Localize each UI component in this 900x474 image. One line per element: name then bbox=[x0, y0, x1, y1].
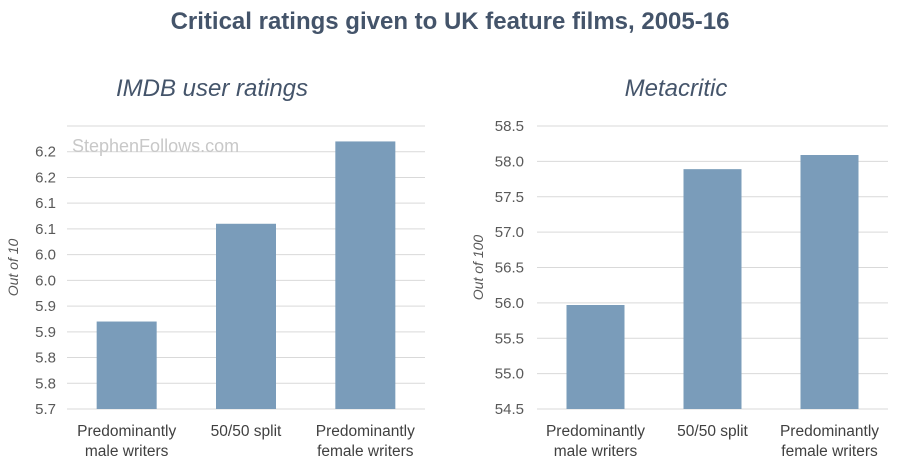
chart-1-title: IMDB user ratings bbox=[116, 75, 308, 102]
chart-2-bar bbox=[800, 155, 859, 409]
chart-1-ytick-label: 6.1 bbox=[35, 221, 56, 238]
chart-2-ytick-label: 58.5 bbox=[495, 118, 524, 135]
chart-1-category-label: male writers bbox=[85, 443, 169, 460]
chart-1-bar bbox=[96, 321, 157, 409]
chart-2-ytick-label: 55.0 bbox=[495, 366, 524, 383]
chart-1-ytick-label: 5.7 bbox=[35, 401, 56, 418]
chart-1-bar bbox=[335, 141, 396, 409]
chart-1-ytick-label: 5.8 bbox=[35, 375, 56, 392]
chart-2-ytick-label: 55.5 bbox=[495, 330, 524, 347]
chart-1-category-label: Predominantly bbox=[316, 423, 415, 440]
chart-2-bar bbox=[683, 169, 742, 409]
chart-1-category-label: female writers bbox=[317, 443, 414, 460]
chart-2-ytick-label: 57.5 bbox=[495, 189, 524, 206]
chart-1-category-label: Predominantly bbox=[77, 423, 176, 440]
chart-2-category-label: 50/50 split bbox=[677, 423, 748, 440]
chart-2-category-label: male writers bbox=[554, 443, 638, 460]
chart-2-ytick-label: 58.0 bbox=[495, 153, 524, 170]
chart-2-ylabel: Out of 100 bbox=[470, 235, 486, 301]
chart-1-ytick-label: 6.1 bbox=[35, 195, 56, 212]
chart-2-ytick-label: 54.5 bbox=[495, 401, 524, 418]
chart-1-ytick-label: 6.0 bbox=[35, 272, 56, 289]
chart-2-bar bbox=[566, 304, 625, 409]
chart-1-ytick-label: 6.2 bbox=[35, 144, 56, 161]
chart-2-category-label: Predominantly bbox=[546, 423, 645, 440]
chart-1-ytick-label: 5.9 bbox=[35, 298, 56, 315]
chart-2-ytick-label: 57.0 bbox=[495, 224, 524, 241]
chart-1-category-label: 50/50 split bbox=[211, 423, 282, 440]
chart-1-ytick-label: 5.9 bbox=[35, 324, 56, 341]
chart-2-category-label: female writers bbox=[781, 443, 878, 460]
chart-1-ylabel: Out of 10 bbox=[5, 238, 21, 296]
watermark: StephenFollows.com bbox=[72, 136, 239, 156]
chart-2-category-label: Predominantly bbox=[780, 423, 879, 440]
chart-1-ytick-label: 5.8 bbox=[35, 350, 56, 367]
chart-1-ytick-label: 6.0 bbox=[35, 247, 56, 264]
page-title: Critical ratings given to UK feature fil… bbox=[170, 8, 730, 35]
chart-2-title: Metacritic bbox=[625, 75, 728, 102]
chart-2-ytick-label: 56.5 bbox=[495, 260, 524, 277]
chart-1-ytick-label: 6.2 bbox=[35, 169, 56, 186]
chart-1-bar bbox=[216, 223, 276, 409]
chart-2-ytick-label: 56.0 bbox=[495, 295, 524, 312]
